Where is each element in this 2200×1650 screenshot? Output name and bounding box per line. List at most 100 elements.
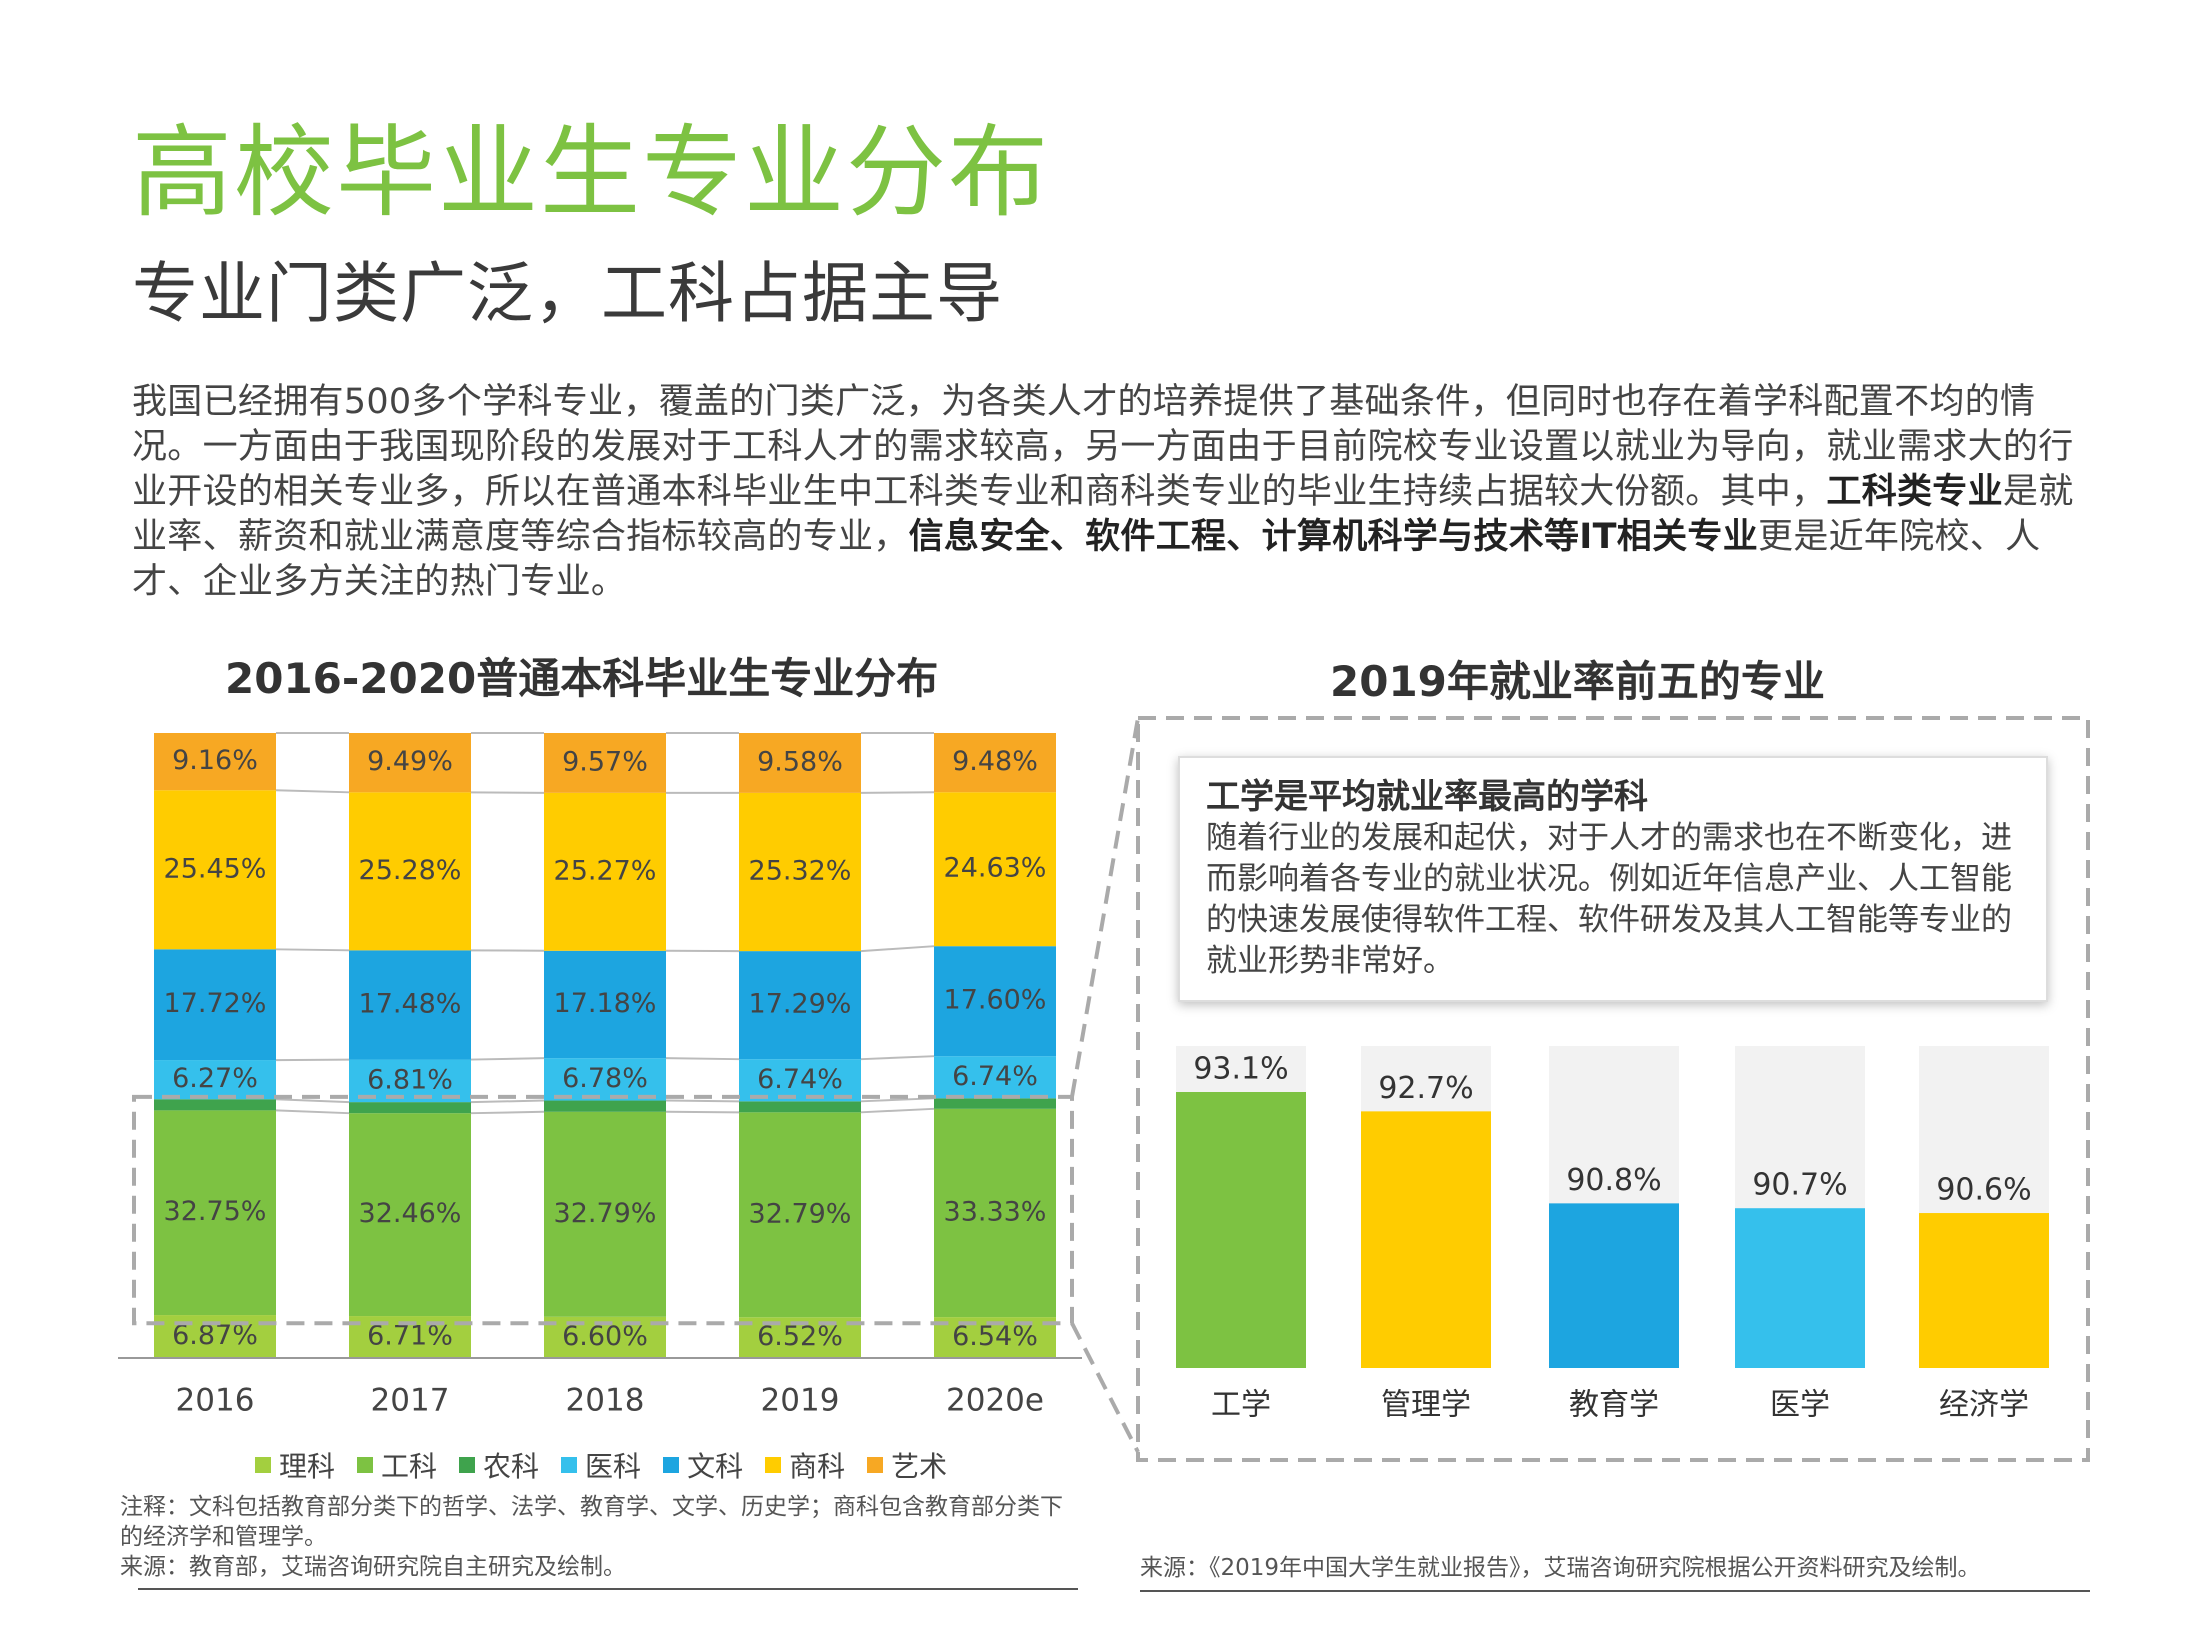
value-label-教育学: 90.8% <box>1566 1163 1661 1198</box>
data-label-工科-2020e: 33.33% <box>944 1196 1047 1227</box>
bar-segment-农科-2018 <box>544 1100 666 1112</box>
data-label-商科-2017: 25.28% <box>359 855 462 886</box>
bar-segment-工科-2018 <box>544 1111 666 1317</box>
intro-text-2: 是就业率、薪资和就业满意度等综合指标较高的专业， <box>132 472 2074 557</box>
connector-line <box>470 791 545 794</box>
intro-text-3: 更是近年院校、人才、企业多方关注的热门专业。 <box>132 517 2041 602</box>
legend-item-商科: 商科 <box>765 1445 845 1485</box>
x-tick-label-2020e: 2020e <box>946 1383 1044 1419</box>
value-label-经济学: 90.6% <box>1936 1173 2031 1208</box>
intro-paragraph: 我国已经拥有500多个学科专业，覆盖的门类广泛，为各类人才的培养提供了基础条件，… <box>132 380 2092 605</box>
bar-segment-农科-2019 <box>739 1101 861 1113</box>
right-chart-title: 2019年就业率前五的专业 <box>1330 657 1825 706</box>
data-label-医科-2018: 6.78% <box>562 1063 648 1094</box>
bar-教育学 <box>1549 1203 1679 1368</box>
legend-swatch <box>663 1457 680 1473</box>
zoom-connector-top <box>1070 717 1140 1098</box>
legend-swatch <box>867 1457 884 1473</box>
data-label-理科-2018: 6.60% <box>562 1321 648 1352</box>
connector-line <box>860 945 935 953</box>
data-label-医科-2016: 6.27% <box>172 1063 258 1094</box>
bar-segment-文科-2019 <box>739 951 861 1060</box>
bar-segment-农科-2016 <box>154 1099 276 1111</box>
legend-swatch <box>255 1457 271 1473</box>
bar-segment-艺术-2019 <box>739 733 861 793</box>
legend-label: 文科 <box>687 1450 744 1483</box>
data-label-艺术-2017: 9.49% <box>367 746 453 777</box>
bar-医学 <box>1735 1208 1865 1368</box>
intro-bold-2: 信息安全、软件工程、计算机科学与技术等IT相关专业 <box>908 517 1759 557</box>
connector-line <box>275 1058 350 1062</box>
intro-text-1: 我国已经拥有500多个学科专业，覆盖的门类广泛，为各类人才的培养提供了基础条件，… <box>132 382 2074 512</box>
data-label-理科-2019: 6.52% <box>757 1321 843 1352</box>
data-label-工科-2017: 32.46% <box>359 1198 462 1229</box>
connector-line <box>860 791 935 794</box>
legend-item-农科: 农科 <box>459 1445 539 1485</box>
x-tick-label-2019: 2019 <box>761 1383 840 1419</box>
data-label-工科-2018: 32.79% <box>554 1198 657 1229</box>
data-label-艺术-2016: 9.16% <box>172 745 258 776</box>
legend-swatch <box>357 1457 374 1473</box>
note-text: 注释：文科包括教育部分类下的哲学、法学、教育学、文学、历史学；商科包含教育部分类… <box>120 1494 1063 1550</box>
bar-segment-医科-2019 <box>739 1059 861 1102</box>
bar-segment-农科-2020e <box>934 1098 1056 1109</box>
page-subtitle: 专业门类广泛，工科占据主导 <box>132 255 1003 332</box>
bar-segment-艺术-2018 <box>544 733 666 793</box>
connector-line <box>275 1098 350 1104</box>
category-label-医学: 医学 <box>1770 1388 1830 1423</box>
legend-item-医科: 医科 <box>561 1445 641 1485</box>
callout-body: 随着行业的发展和起伏，对于人才的需求也在不断变化，进而影响着各专业的就业状况。例… <box>1206 820 2012 979</box>
data-label-医科-2019: 6.74% <box>757 1064 843 1095</box>
connector-line <box>470 1110 545 1115</box>
callout-title: 工学是平均就业率最高的学科 <box>1206 777 1648 817</box>
legend-item-艺术: 艺术 <box>867 1445 947 1485</box>
bar-segment-工科-2016 <box>154 1110 276 1316</box>
source-right: 来源：《2019年中国大学生就业报告》，艾瑞咨询研究院根据公开资料研究及绘制。 <box>1140 1555 1981 1581</box>
source-left: 来源：教育部，艾瑞咨询研究院自主研究及绘制。 <box>120 1554 626 1580</box>
bar-segment-医科-2020e <box>934 1056 1056 1099</box>
value-label-管理学: 92.7% <box>1378 1071 1473 1106</box>
legend-label: 理科 <box>279 1450 336 1483</box>
highlight-box <box>132 1094 1074 1326</box>
value-label-医学: 90.7% <box>1752 1168 1847 1203</box>
bar-segment-工科-2017 <box>349 1113 471 1317</box>
data-label-医科-2020e: 6.74% <box>952 1061 1038 1092</box>
legend-label: 医科 <box>585 1450 642 1483</box>
connector-line <box>275 948 350 952</box>
connector-line <box>275 1109 350 1115</box>
bar-segment-商科-2016 <box>154 790 276 950</box>
connector-line <box>860 1055 935 1061</box>
page-title: 高校毕业生专业分布 <box>132 114 1050 231</box>
bar-segment-商科-2020e <box>934 792 1056 947</box>
bar-segment-医科-2018 <box>544 1058 666 1101</box>
connector-line <box>275 789 350 794</box>
bar-segment-文科-2016 <box>154 949 276 1061</box>
connector-line <box>665 1099 740 1103</box>
left-chart-legend: 理科 工科 农科 医科 文科 商科 艺术 <box>255 1445 947 1485</box>
intro-bold-1: 工科类专业 <box>1826 472 2003 512</box>
left-chart-title: 2016-2020普通本科毕业生专业分布 <box>225 654 939 703</box>
x-tick-label-2017: 2017 <box>371 1383 450 1419</box>
bar-工学 <box>1176 1092 1306 1368</box>
legend-item-文科: 文科 <box>663 1445 743 1485</box>
category-label-工学: 工学 <box>1211 1388 1271 1423</box>
data-label-工科-2016: 32.75% <box>164 1196 267 1227</box>
bar-segment-文科-2018 <box>544 950 666 1059</box>
bar-管理学 <box>1361 1111 1491 1368</box>
legend-swatch <box>459 1457 476 1473</box>
legend-label: 艺术 <box>891 1450 948 1483</box>
data-label-文科-2016: 17.72% <box>164 988 267 1019</box>
data-label-医科-2017: 6.81% <box>367 1064 453 1095</box>
legend-label: 农科 <box>483 1450 540 1483</box>
data-label-艺术-2018: 9.57% <box>562 746 648 777</box>
right-panel-border <box>1136 716 2090 1462</box>
bar-segment-艺术-2017 <box>349 733 471 793</box>
x-tick-label-2018: 2018 <box>566 1383 645 1419</box>
left-chart-notes: 注释：文科包括教育部分类下的哲学、法学、教育学、文学、历史学；商科包含教育部分类… <box>120 1492 1080 1582</box>
data-label-理科-2017: 6.71% <box>367 1321 453 1352</box>
category-label-经济学: 经济学 <box>1939 1388 2029 1423</box>
legend-swatch <box>765 1457 782 1473</box>
data-label-文科-2017: 17.48% <box>359 988 462 1019</box>
connector-line <box>860 1107 935 1114</box>
